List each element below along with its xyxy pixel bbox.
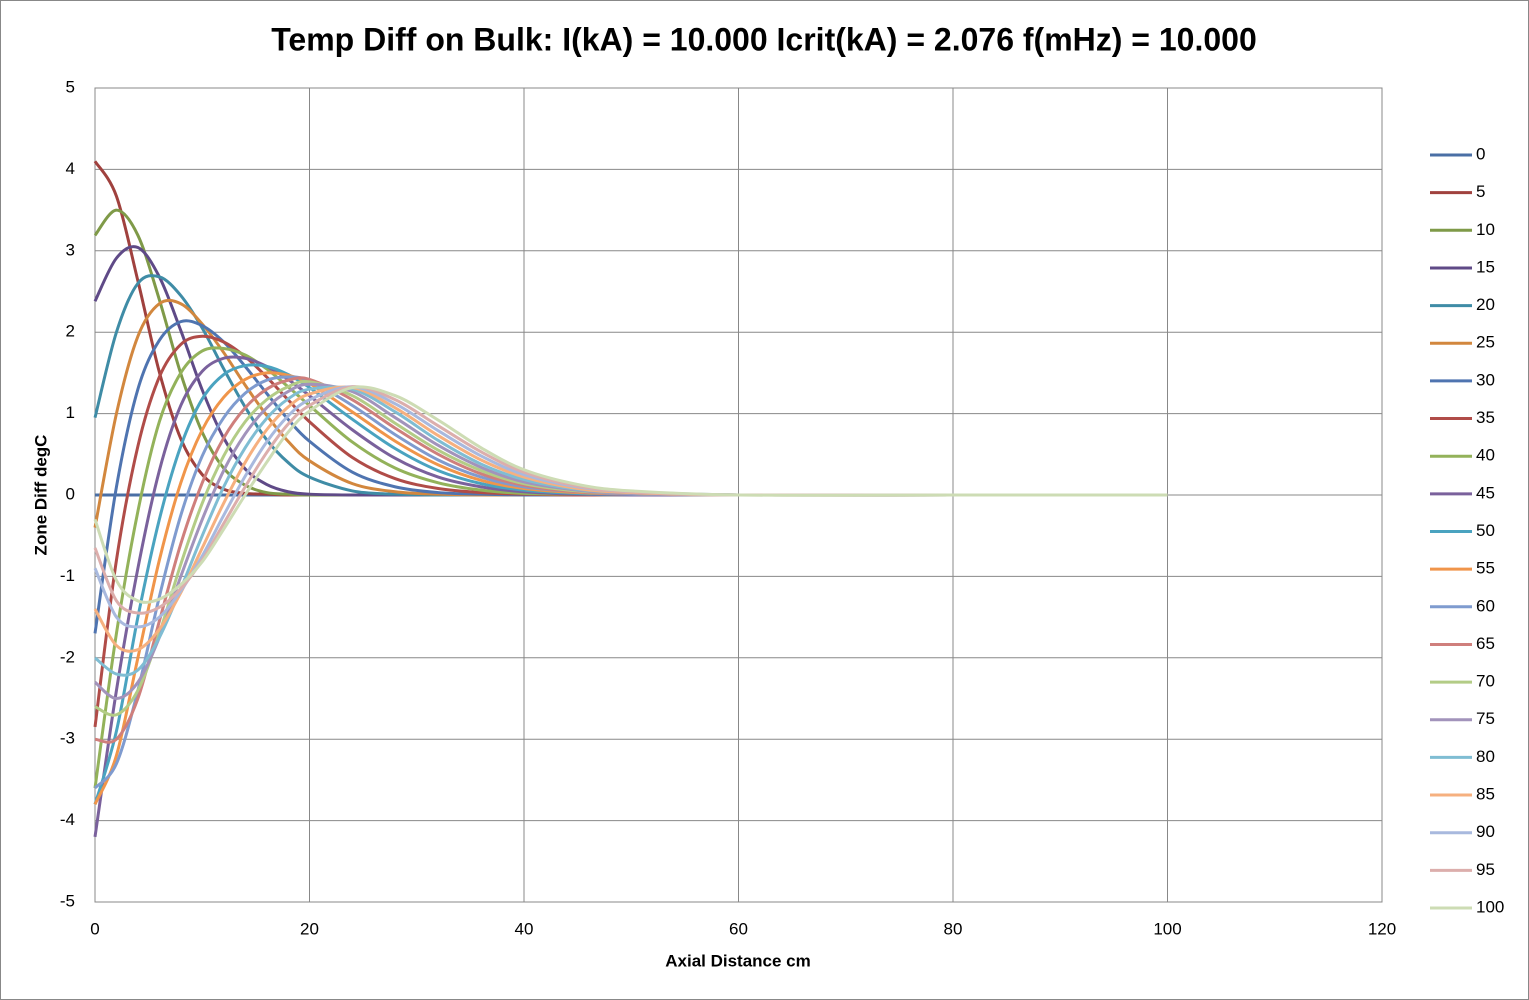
x-tick-label: 0 [90,919,99,938]
y-tick-label: -3 [60,729,75,748]
legend-label: 60 [1476,596,1495,615]
x-tick-label: 20 [300,919,319,938]
series-line [93,385,1168,604]
x-tick-label: 100 [1153,919,1181,938]
legend-label: 80 [1476,747,1495,766]
legend-label: 75 [1476,709,1495,728]
legend-label: 55 [1476,559,1495,578]
legend-label: 10 [1476,220,1495,239]
y-tick-label: -1 [60,566,75,585]
x-tick-label: 60 [729,919,748,938]
y-tick-label: 5 [66,77,75,96]
legend-label: 45 [1476,483,1495,502]
y-tick-label: 2 [66,322,75,341]
y-tick-label: 4 [66,159,75,178]
legend-label: 35 [1476,408,1495,427]
legend-label: 30 [1476,370,1495,389]
legend-label: 90 [1476,822,1495,841]
y-tick-label: -4 [60,810,75,829]
legend-label: 85 [1476,785,1495,804]
legend-label: 50 [1476,521,1495,540]
chart-title: Temp Diff on Bulk: I(kA) = 10.000 Icrit(… [271,21,1257,57]
legend-label: 65 [1476,634,1495,653]
x-tick-label: 120 [1368,919,1396,938]
legend-label: 40 [1476,446,1495,465]
legend-label: 0 [1476,144,1485,163]
legend-label: 20 [1476,295,1495,314]
y-tick-label: 0 [66,484,75,503]
legend-label: 100 [1476,897,1504,916]
x-tick-label: 80 [944,919,963,938]
legend-label: 70 [1476,672,1495,691]
y-axis-label: Zone Diff degC [31,435,50,556]
legend-label: 25 [1476,333,1495,352]
y-tick-label: -5 [60,891,75,910]
legend-label: 15 [1476,257,1495,276]
y-tick-label: -2 [60,647,75,666]
y-tick-label: 3 [66,240,75,259]
legend-label: 95 [1476,860,1495,879]
y-tick-label: 1 [66,403,75,422]
x-tick-label: 40 [515,919,534,938]
x-axis-label: Axial Distance cm [665,951,811,970]
legend-label: 5 [1476,182,1485,201]
